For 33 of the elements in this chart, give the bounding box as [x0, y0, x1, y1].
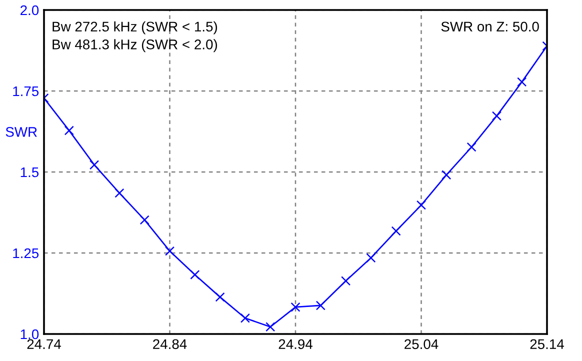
- point: [442, 170, 452, 180]
- annotation: Bw 481.3 kHz (SWR < 2.0): [52, 39, 218, 52]
- y-axis-title: SWR: [6, 127, 37, 137]
- x-tick-label: 25.04: [404, 339, 438, 350]
- point: [341, 276, 351, 286]
- point: [391, 226, 401, 236]
- y-tick-label: 2.0: [20, 5, 39, 16]
- point: [290, 302, 300, 312]
- x-tick-label: 24.74: [27, 339, 61, 349]
- annotation: SWR on Z: 50.0: [441, 22, 539, 32]
- x-tick-label: 25.14: [530, 339, 564, 350]
- point: [215, 292, 225, 302]
- point: [416, 200, 426, 210]
- point: [114, 188, 124, 198]
- y-tick-label: 1.25: [13, 248, 39, 258]
- point: [64, 126, 74, 136]
- point: [140, 215, 150, 225]
- y-tick-label: 1.5: [20, 167, 39, 178]
- point: [316, 300, 326, 310]
- annotation: Bw 272.5 kHz (SWR < 1.5): [52, 21, 218, 34]
- y-tick-label: 1.0: [20, 329, 39, 340]
- point: [492, 111, 502, 121]
- point: [366, 253, 376, 263]
- point: [517, 77, 527, 87]
- x-tick-label: 24.84: [153, 339, 187, 350]
- y-tick-label: 1.75: [13, 86, 39, 96]
- point: [164, 246, 175, 256]
- point: [190, 270, 200, 280]
- point: [266, 322, 276, 332]
- point: [90, 160, 100, 170]
- point: [240, 313, 250, 323]
- point: [466, 142, 476, 152]
- x-tick-label: 24.94: [278, 339, 312, 350]
